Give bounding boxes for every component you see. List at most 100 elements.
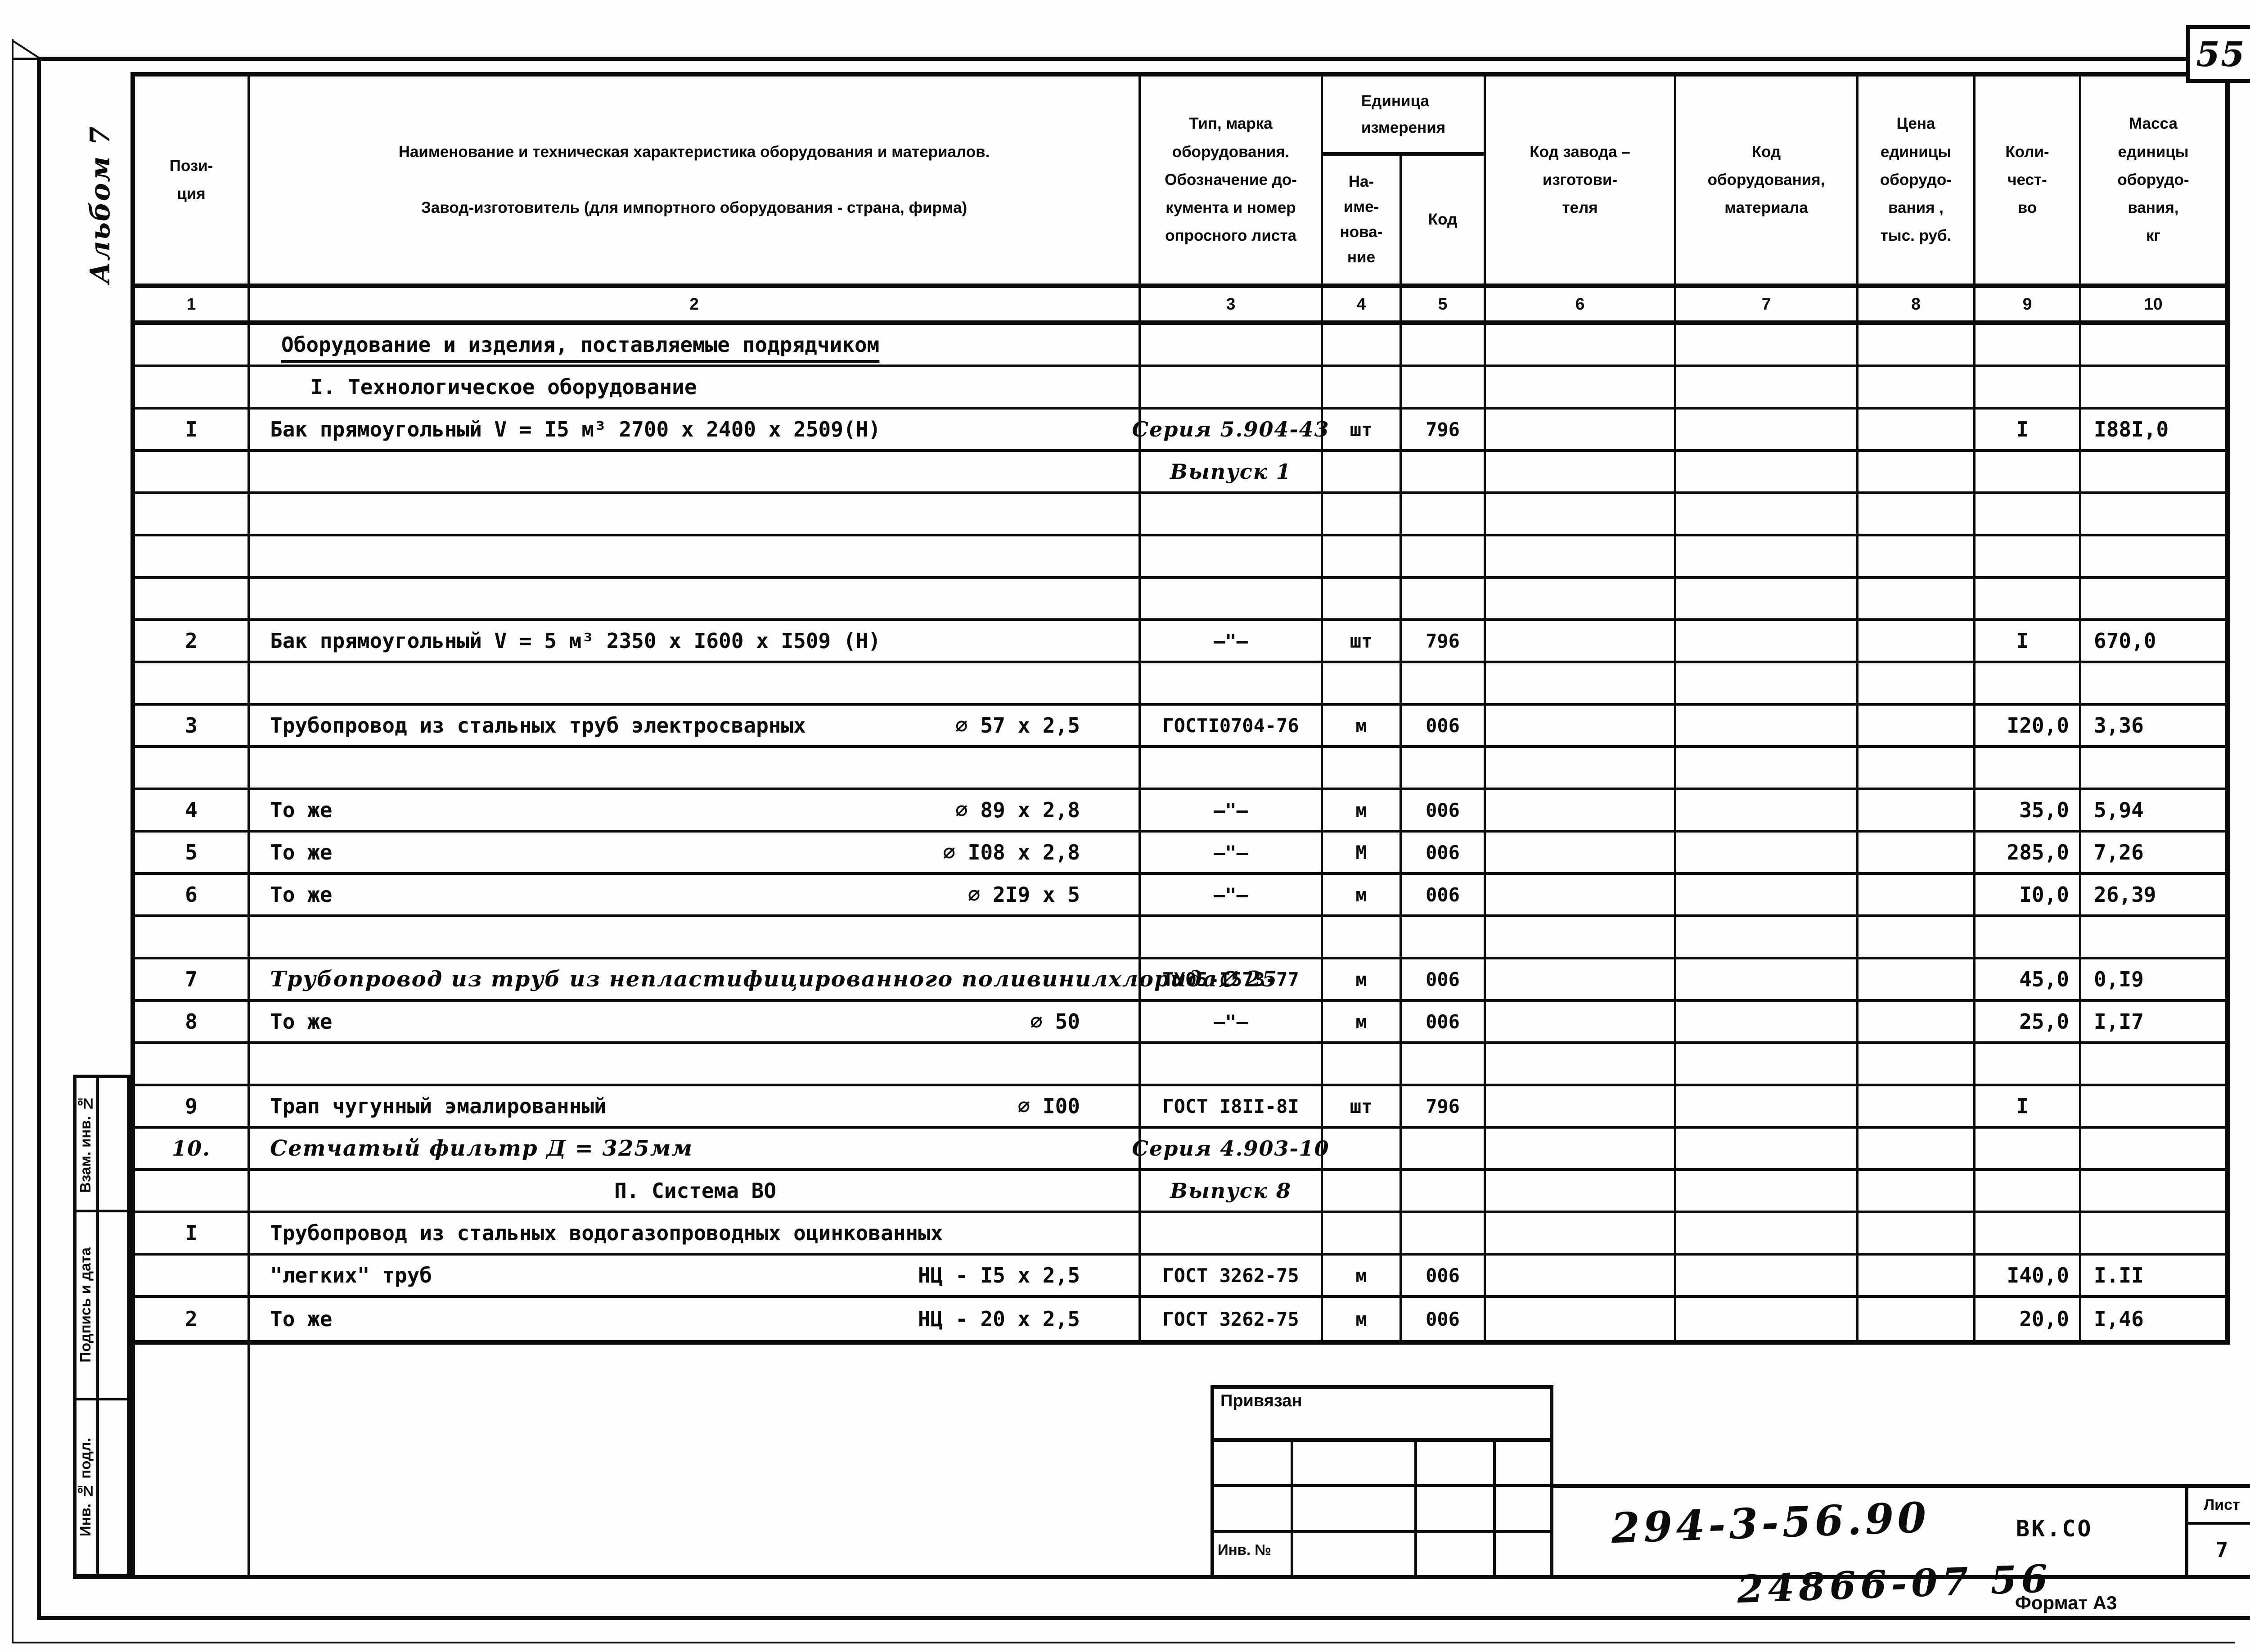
equip-cell [1676,917,1858,957]
sidebar-item-podpis-data: Подпись и дата [75,1212,96,1398]
sidebar-label: Подпись и дата [77,1247,94,1363]
unit-cell: м [1323,1298,1402,1340]
equip-cell [1676,494,1858,534]
header-pos: Пози- ция [135,77,250,284]
pos-cell: 10. [135,1129,250,1168]
equip-cell [1676,748,1858,788]
equip-cell [1676,706,1858,745]
header-equip-code: Код оборудования, материала [1676,77,1858,284]
table-row: Оборудование и изделия, поставляемые под… [135,325,2225,367]
unit-cell: шт [1323,1086,1402,1126]
plant-cell [1486,621,1676,661]
col-number: 1 [135,288,250,320]
plant-cell [1486,325,1676,365]
price-cell [1858,748,1976,788]
pos-value: 4 [185,798,198,822]
equip-cell [1676,621,1858,661]
sidebar-rule-2 [76,1398,127,1400]
plant-cell [1486,959,1676,999]
price-cell [1858,663,1976,703]
qty-cell: I [1976,1086,2081,1126]
sidebar-rule-1 [76,1210,127,1212]
name-cell: "легких" труб НЦ - I5 х 2,5 [250,1256,1141,1295]
unit-cell: м [1323,790,1402,830]
item-name: Трубопровод из стальных труб электросвар… [270,713,806,738]
name-cell: То же ∅ 50 [250,1002,1141,1041]
sidebar-item-inv-podl: Инв. № подл. [75,1400,96,1574]
code-value: 796 [1426,1095,1460,1117]
item-size: ∅ I00 [1017,1094,1080,1118]
item-size: ∅ 25 [1217,967,1278,992]
sheet-number-box: 55 [2186,25,2250,83]
pos-cell [135,917,250,957]
table-row: 8 То же ∅ 50 –"– м 006 25,0 I,I7 [135,1002,2225,1044]
price-cell [1858,875,1976,914]
mass-cell: 3,36 [2081,706,2225,745]
unit-value: шт [1350,1095,1373,1117]
doc-cell: Серия 4.903-10 [1132,1129,1329,1168]
frame-top-extension [12,58,43,60]
qty-cell: 45,0 [1976,959,2081,999]
table-row: "легких" труб НЦ - I5 х 2,5 ГОСТ 3262-75 м 0… [135,1256,2225,1298]
code-cell [1402,663,1486,703]
price-cell [1858,410,1976,449]
equip-cell [1676,959,1858,999]
mass-cell [2081,1171,2225,1211]
item-name: То же [270,882,333,907]
code-cell: 006 [1402,959,1486,999]
unit-cell: шт [1323,410,1402,449]
pos-cell [135,367,250,407]
price-cell [1858,706,1976,745]
qty-value: I [2016,417,2029,441]
format-label: Формат А3 [2015,1592,2117,1613]
qty-value: 20,0 [2019,1307,2069,1331]
doc-cell: –"– [1141,875,1323,914]
mass-value: 26,39 [2094,882,2156,907]
table-row: 2 То же НЦ - 20 х 2,5 ГОСТ 3262-75 м 006 20,0 I… [135,1298,2225,1340]
doc-value: ГОСТ 3262-75 [1162,1264,1299,1287]
stamp-label: Привязан [1220,1391,1302,1410]
doc-value: –"– [1214,799,1248,821]
price-cell [1858,1129,1976,1168]
code-value: 796 [1426,418,1460,441]
code-cell [1402,917,1486,957]
stamp-grid-line [1493,1442,1496,1575]
table-row [135,748,2225,790]
pos-cell [135,325,250,365]
pos-cell [135,579,250,618]
unit-cell [1323,1044,1402,1084]
mass-cell [2081,325,2225,365]
stamp-grid-line [1214,1530,1550,1533]
pos-value: 2 [185,629,198,653]
doc-cell: –"– [1141,833,1323,872]
equip-cell [1676,367,1858,407]
pos-cell: 9 [135,1086,250,1126]
qty-value: 45,0 [2019,967,2069,991]
pos-cell: 8 [135,1002,250,1041]
name-cell [250,452,1141,491]
qty-value: 285,0 [2007,840,2069,864]
table-row: 3 Трубопровод из стальных труб электросва… [135,706,2225,748]
qty-value: I20,0 [2007,713,2069,738]
col-number: 6 [1486,288,1676,320]
code-cell [1402,1044,1486,1084]
unit-value: м [1355,714,1367,737]
equip-cell [1676,1171,1858,1211]
price-cell [1858,1213,1976,1253]
doc-value: Выпуск 1 [1170,459,1292,484]
qty-cell [1976,1213,2081,1253]
qty-cell [1976,748,2081,788]
unit-cell [1323,917,1402,957]
code-cell [1402,1213,1486,1253]
mass-cell [2081,1129,2225,1168]
doc-cell [1141,325,1323,365]
code-value: 006 [1426,841,1460,864]
stamp-grid-line [1414,1442,1417,1575]
header-qty: Коли- чест- во [1976,77,2081,284]
price-cell [1858,494,1976,534]
item-size: ∅ I08 х 2,8 [943,840,1080,864]
doc-value: ТУ05-I573-77 [1162,968,1299,990]
table-row [135,917,2225,959]
name-cell: Оборудование и изделия, поставляемые под… [250,325,1141,365]
